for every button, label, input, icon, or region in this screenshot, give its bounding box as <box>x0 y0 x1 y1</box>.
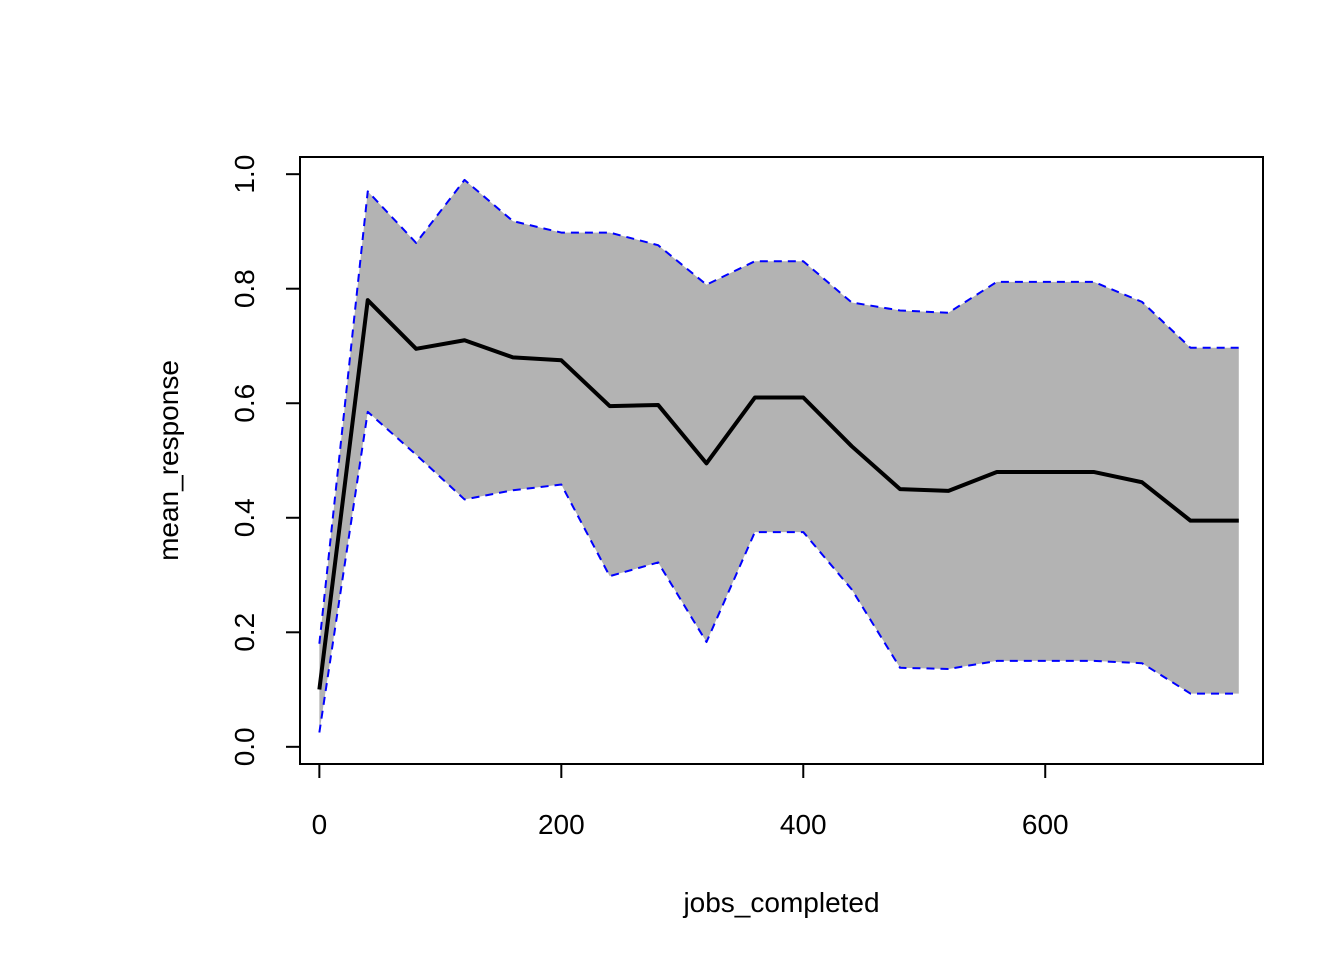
series-lines <box>317 178 1239 733</box>
y-tick-label: 1.0 <box>229 155 260 194</box>
x-tick-label: 0 <box>312 809 328 840</box>
y-tick-label: 0.0 <box>229 727 260 766</box>
x-axis: 0 200 400 600 <box>312 763 1069 840</box>
x-tick-label: 200 <box>538 809 585 840</box>
y-tick-label: 0.8 <box>229 269 260 308</box>
y-tick-label: 0.2 <box>229 613 260 652</box>
x-tick-label: 600 <box>1022 809 1069 840</box>
x-axis-label: jobs_completed <box>682 887 879 918</box>
confidence-band <box>319 179 1239 733</box>
x-tick-label: 400 <box>780 809 827 840</box>
mean-line <box>317 298 1239 690</box>
y-axis-label: mean_response <box>153 360 184 561</box>
confidence-band-area <box>319 179 1239 733</box>
y-tick-label: 0.6 <box>229 384 260 423</box>
y-tick-label: 0.4 <box>229 498 260 537</box>
lower-line <box>318 410 1239 733</box>
y-axis: 0.0 0.2 0.4 0.6 0.8 1.0 <box>229 155 301 766</box>
upper-line <box>318 178 1239 644</box>
